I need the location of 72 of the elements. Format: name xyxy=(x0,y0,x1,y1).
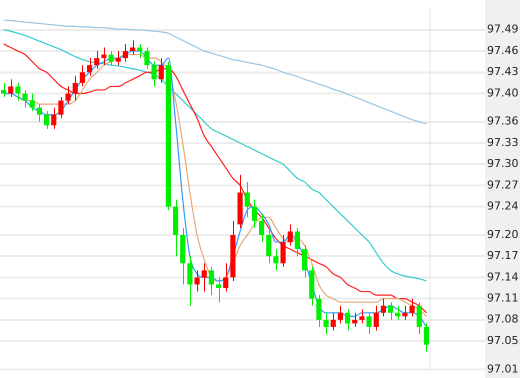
y-tick-label: 97.17 xyxy=(487,249,518,262)
candlestick xyxy=(252,199,257,228)
candlestick xyxy=(80,64,85,87)
candlestick xyxy=(374,305,379,331)
y-tick-label: 97.08 xyxy=(487,312,518,326)
y-tick-label: 97.49 xyxy=(487,22,518,36)
candlestick xyxy=(395,305,400,320)
candlestick xyxy=(345,308,350,331)
candlestick xyxy=(22,89,28,108)
candlestick xyxy=(273,248,278,271)
y-tick-label: 97.20 xyxy=(487,228,518,241)
candlestick xyxy=(324,312,329,335)
candlestick xyxy=(30,92,35,112)
candlestick xyxy=(158,58,164,84)
candlestick xyxy=(223,262,228,292)
y-tick-label: 97.36 xyxy=(487,114,518,128)
candlestick xyxy=(288,224,293,246)
candlestick xyxy=(122,43,128,62)
candlestick xyxy=(130,40,136,56)
candlestick xyxy=(1,82,6,98)
candlestick xyxy=(366,312,372,335)
candlestick xyxy=(244,181,250,218)
candlestick xyxy=(280,234,286,268)
y-tick-label: 97.11 xyxy=(487,292,518,305)
candlestick xyxy=(294,227,300,257)
candlestick xyxy=(338,305,343,324)
candlestick xyxy=(266,227,272,264)
candlestick xyxy=(137,43,142,59)
candlestick xyxy=(51,107,56,130)
y-tick-label: 97.14 xyxy=(487,270,518,284)
candlestick xyxy=(330,312,336,331)
candlestick xyxy=(44,110,50,130)
candlestick xyxy=(352,312,358,328)
candlestick xyxy=(36,104,42,122)
candlestick xyxy=(259,213,264,243)
y-tick-label: 97.30 xyxy=(487,157,518,170)
candlestick xyxy=(402,305,408,320)
y-tick-label: 97.40 xyxy=(487,86,518,100)
candlestick xyxy=(216,276,222,303)
candlestick xyxy=(202,262,207,292)
candlestick xyxy=(101,47,106,66)
candlestick xyxy=(72,75,78,102)
candlestick xyxy=(194,270,200,292)
candlestick xyxy=(410,298,415,317)
candlestick xyxy=(424,322,429,352)
candlestick xyxy=(316,294,322,328)
candlestick xyxy=(144,47,150,70)
candlestick xyxy=(58,96,64,119)
line-series xyxy=(2,19,428,125)
candlestick xyxy=(66,86,71,105)
candlestick xyxy=(152,61,157,87)
candlestick xyxy=(94,50,100,70)
candlestick xyxy=(15,82,20,102)
candlestick xyxy=(388,302,394,320)
candlestick xyxy=(302,245,308,278)
y-tick-label: 97.33 xyxy=(487,136,518,149)
candlestick xyxy=(187,256,192,306)
line-series xyxy=(2,29,428,282)
y-tick-label: 97.05 xyxy=(487,334,518,347)
candlestick xyxy=(116,50,121,66)
y-tick-label: 97.01 xyxy=(487,362,518,376)
candlestick xyxy=(359,308,364,324)
y-tick-label: 97.43 xyxy=(487,65,518,78)
candlestick xyxy=(416,302,422,335)
candlestick xyxy=(380,298,386,317)
y-tick-label: 97.24 xyxy=(487,200,518,213)
candlestick xyxy=(8,78,14,98)
y-tick-label: 97.27 xyxy=(487,178,518,192)
candlestick xyxy=(87,58,92,76)
candlestick xyxy=(108,50,114,66)
y-tick-label: 97.46 xyxy=(487,44,518,57)
candlestick xyxy=(208,266,214,296)
